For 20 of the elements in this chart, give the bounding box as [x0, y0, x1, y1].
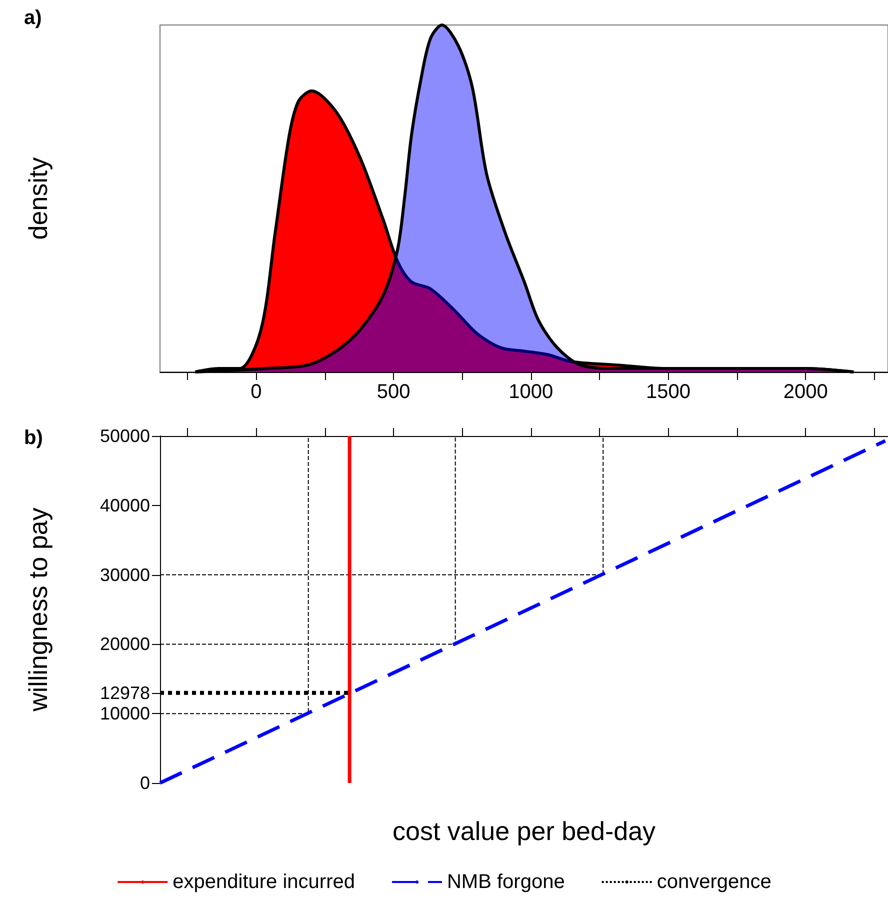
y-tick-label: 40000 — [100, 495, 150, 516]
legend-label: expenditure incurred — [172, 871, 355, 893]
chart-title: a) — [24, 7, 42, 29]
x-tick-label: 2000 — [783, 381, 828, 403]
y-tick-label: 10000 — [100, 704, 150, 724]
y-axis-title: willingness to pay — [23, 508, 53, 712]
y-tick-label: 50000 — [100, 426, 150, 446]
legend-label: convergence — [656, 871, 772, 893]
y-tick-label: 20000 — [100, 634, 150, 654]
legend-label: NMB forgone — [446, 871, 565, 893]
x-tick-label: 1000 — [508, 381, 554, 403]
chart-title: b) — [24, 427, 43, 449]
y-tick-label: 0 — [140, 773, 150, 793]
x-tick-label: 1500 — [646, 381, 690, 403]
x-tick-label: 0 — [250, 381, 262, 403]
y-axis-title: density — [23, 157, 53, 240]
x-axis-title: cost value per bed-day — [392, 816, 656, 846]
x-tick-label: 500 — [376, 381, 410, 403]
y-tick-label: 30000 — [100, 564, 150, 585]
y-tick-label: 12978 — [100, 682, 150, 703]
